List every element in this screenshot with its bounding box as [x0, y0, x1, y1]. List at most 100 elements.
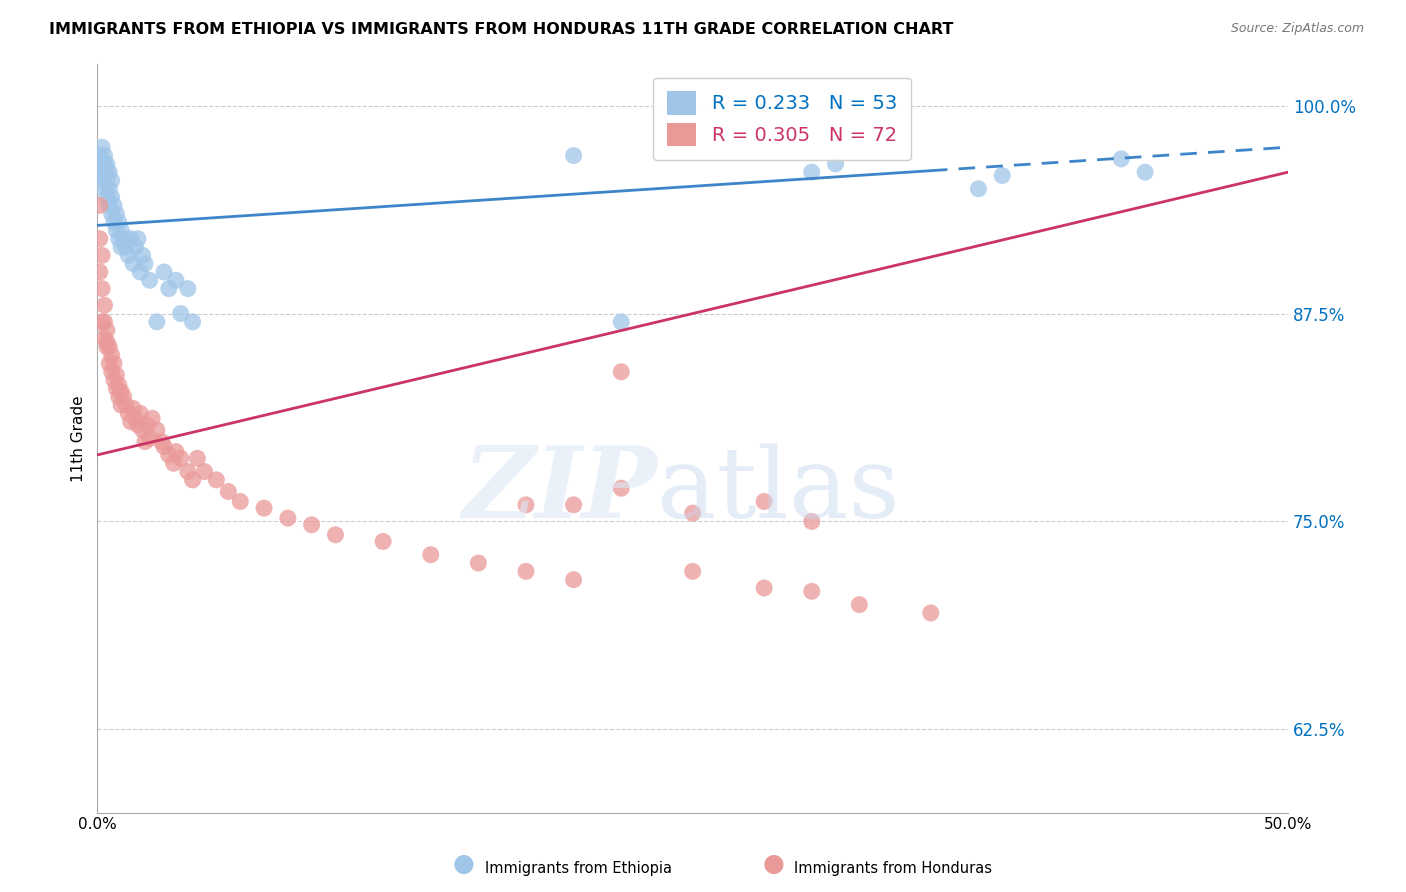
Point: [610, 481, 633, 495]
Point: [115, 398, 138, 412]
Point: [752, 581, 775, 595]
Point: [165, 273, 187, 287]
Point: [91, 140, 114, 154]
Point: [93, 182, 115, 196]
Point: [467, 556, 489, 570]
Point: [253, 501, 276, 516]
Point: [110, 398, 132, 412]
Point: [107, 390, 129, 404]
Point: [967, 182, 990, 196]
Point: [157, 282, 180, 296]
Point: [920, 606, 942, 620]
Point: [98, 182, 121, 196]
Point: [107, 215, 129, 229]
Point: [141, 411, 163, 425]
Text: Source: ZipAtlas.com: Source: ZipAtlas.com: [1230, 22, 1364, 36]
Point: [98, 340, 121, 354]
Point: [96, 190, 118, 204]
Point: [122, 257, 145, 271]
Point: [89, 198, 111, 212]
Point: [107, 232, 129, 246]
Point: [325, 528, 347, 542]
Point: [110, 384, 132, 399]
Point: [93, 331, 115, 345]
Point: [103, 198, 125, 212]
Point: [146, 423, 169, 437]
Point: [98, 198, 121, 212]
Point: [122, 401, 145, 416]
Text: Immigrants from Ethiopia: Immigrants from Ethiopia: [485, 861, 672, 876]
Point: [153, 440, 176, 454]
Point: [682, 506, 704, 520]
Point: [139, 273, 162, 287]
Point: [91, 248, 114, 262]
Point: [610, 315, 633, 329]
Point: [515, 498, 537, 512]
Point: [177, 282, 200, 296]
Point: [96, 340, 118, 354]
Point: [100, 173, 122, 187]
Point: [562, 148, 585, 162]
Point: [153, 265, 176, 279]
Point: [105, 223, 128, 237]
Point: [991, 169, 1014, 183]
Point: [800, 515, 823, 529]
Text: ●: ●: [453, 852, 475, 876]
Point: [301, 517, 323, 532]
Point: [157, 448, 180, 462]
Point: [110, 223, 132, 237]
Point: [186, 451, 208, 466]
Point: [100, 365, 122, 379]
Point: [129, 265, 152, 279]
Point: [610, 365, 633, 379]
Text: atlas: atlas: [657, 442, 900, 539]
Point: [100, 207, 122, 221]
Point: [105, 381, 128, 395]
Point: [93, 157, 115, 171]
Point: [105, 207, 128, 221]
Point: [98, 356, 121, 370]
Point: [96, 165, 118, 179]
Point: [110, 240, 132, 254]
Point: [89, 232, 111, 246]
Point: [217, 484, 239, 499]
Point: [205, 473, 228, 487]
Point: [96, 157, 118, 171]
Point: [562, 498, 585, 512]
Point: [93, 148, 115, 162]
Point: [98, 165, 121, 179]
Point: [136, 417, 159, 432]
Point: [193, 465, 215, 479]
Point: [848, 598, 870, 612]
Point: [112, 232, 135, 246]
Point: [181, 473, 204, 487]
Legend: R = 0.233   N = 53, R = 0.305   N = 72: R = 0.233 N = 53, R = 0.305 N = 72: [654, 78, 911, 160]
Point: [1133, 165, 1156, 179]
Text: ●: ●: [762, 852, 785, 876]
Point: [419, 548, 441, 562]
Point: [89, 265, 111, 279]
Point: [800, 165, 823, 179]
Point: [170, 307, 193, 321]
Point: [107, 378, 129, 392]
Y-axis label: 11th Grade: 11th Grade: [72, 395, 86, 482]
Text: Immigrants from Honduras: Immigrants from Honduras: [794, 861, 993, 876]
Point: [100, 348, 122, 362]
Point: [103, 373, 125, 387]
Point: [229, 494, 252, 508]
Point: [1111, 152, 1133, 166]
Point: [170, 451, 193, 466]
Point: [124, 411, 146, 425]
Point: [105, 368, 128, 383]
Point: [515, 565, 537, 579]
Point: [134, 434, 156, 449]
Point: [91, 157, 114, 171]
Point: [165, 444, 187, 458]
Point: [277, 511, 299, 525]
Point: [93, 298, 115, 312]
Point: [371, 534, 394, 549]
Point: [91, 282, 114, 296]
Point: [103, 356, 125, 370]
Point: [96, 173, 118, 187]
Point: [127, 232, 149, 246]
